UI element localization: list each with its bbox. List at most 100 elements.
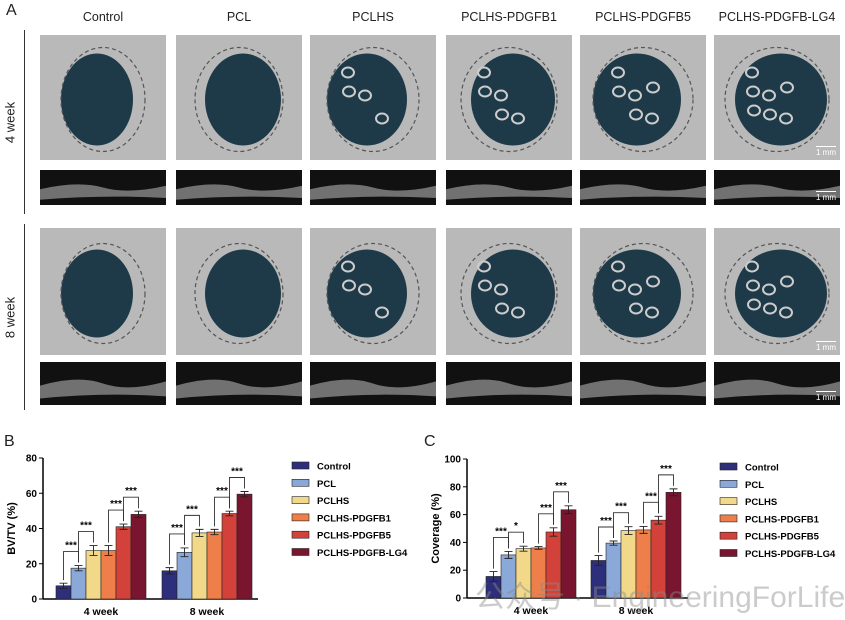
error-bar [489, 571, 498, 582]
microct-top-view [310, 228, 436, 355]
bar [176, 551, 193, 600]
microct-side-view: 1 mm [714, 170, 840, 205]
error-bar [119, 523, 128, 530]
significance-label: *** [660, 464, 672, 475]
error-bar [564, 505, 573, 515]
microct-side-view [446, 362, 572, 405]
x-tick-label: 4 week [84, 606, 119, 618]
significance-bracket [553, 491, 569, 525]
panel-letter: C [424, 433, 436, 450]
significance-label: *** [495, 526, 507, 537]
y-tick-label: 20 [26, 559, 38, 570]
microct-side-view [310, 170, 436, 205]
legend-label: PCLHS [317, 496, 349, 507]
microct-side-view [580, 362, 706, 405]
error-bar [519, 545, 528, 552]
y-tick-label: 0 [455, 594, 461, 605]
legend-label: PCLHS-PDGFB1 [745, 514, 820, 525]
microct-side-view [176, 362, 302, 405]
error-bar [104, 545, 113, 556]
scale-bar: 1 mm [816, 391, 836, 402]
legend-label: Control [745, 463, 779, 474]
significance-label: *** [216, 486, 228, 497]
microct-top-view [446, 228, 572, 355]
significance-label: *** [600, 516, 612, 527]
significance-bracket [613, 512, 629, 539]
error-bar [165, 567, 174, 575]
legend-swatch [291, 513, 310, 522]
microct-side-view [176, 170, 302, 205]
error-bar [654, 515, 663, 525]
microct-top-view [40, 35, 166, 160]
scale-bar: 1 mm [816, 341, 836, 352]
error-bar [639, 525, 648, 534]
microct-top-view [40, 228, 166, 355]
y-tick-label: 100 [444, 455, 461, 466]
error-bar [669, 488, 678, 497]
error-bar [180, 547, 189, 558]
error-bar [59, 582, 68, 589]
error-bar [74, 565, 83, 572]
scale-bar: 1 mm [816, 146, 836, 157]
error-bar [134, 510, 143, 519]
error-bar [534, 546, 543, 550]
row-label-8week: 8 week [2, 296, 18, 339]
microct-side-view [40, 170, 166, 205]
legend-label: PCLHS-PDGFB1 [317, 513, 392, 524]
column-label: PCLHS-PDGFB1 [461, 10, 557, 24]
significance-label: *** [171, 523, 183, 534]
error-bar [609, 540, 618, 546]
error-bar [89, 545, 98, 556]
legend-label: PCL [745, 480, 764, 491]
significance-label: *** [65, 541, 77, 552]
y-tick-label: 20 [450, 566, 462, 577]
error-bar [210, 528, 219, 536]
scale-bar: 1 mm [816, 191, 836, 202]
significance-label: *** [645, 491, 657, 502]
panel-letter: B [4, 433, 15, 450]
bar [221, 513, 238, 600]
legend-swatch [719, 462, 738, 471]
legend-label: PCLHS [745, 497, 777, 508]
significance-bracket [658, 474, 674, 514]
significance-label: *** [555, 481, 567, 492]
significance-bracket [123, 496, 139, 522]
significance-bracket [184, 514, 200, 545]
y-axis-label: Coverage (%) [430, 493, 442, 564]
legend-swatch [719, 514, 738, 523]
error-bar [225, 510, 234, 517]
y-tick-label: 80 [450, 482, 462, 493]
column-label: PCLHS [352, 10, 394, 24]
significance-bracket [229, 477, 245, 509]
error-bar [240, 491, 249, 498]
column-label: PCLHS-PDGFB5 [595, 10, 691, 24]
legend-label: PCLHS-PDGFB5 [317, 531, 392, 542]
bar [100, 550, 117, 600]
microct-side-view [580, 170, 706, 205]
y-tick-label: 80 [26, 454, 38, 465]
bar [70, 567, 87, 600]
microct-top-view: 1 mm [714, 35, 840, 160]
legend-label: Control [317, 462, 351, 473]
legend-swatch [291, 548, 310, 556]
legend-swatch [719, 549, 738, 557]
error-bar [549, 527, 558, 537]
microct-top-view [310, 35, 436, 160]
significance-label: *** [110, 499, 122, 510]
legend-label: PCLHS-PDGFB5 [745, 532, 820, 543]
microct-top-view [176, 35, 302, 160]
legend-label: PCLHS-PDGFB-LG4 [317, 548, 408, 559]
microct-side-view: 1 mm [714, 362, 840, 405]
legend-swatch [719, 531, 738, 540]
legend-swatch [719, 479, 738, 488]
panel-a-letter: A [6, 2, 17, 19]
row-label-4week: 4 week [2, 101, 18, 144]
watermark: 公众号 · EngineeringForLife [475, 581, 845, 614]
significance-bracket [78, 531, 94, 563]
legend-label: PCL [317, 479, 336, 490]
legend-swatch [719, 497, 738, 505]
significance-label: *** [615, 502, 627, 513]
microct-side-view [446, 170, 572, 205]
